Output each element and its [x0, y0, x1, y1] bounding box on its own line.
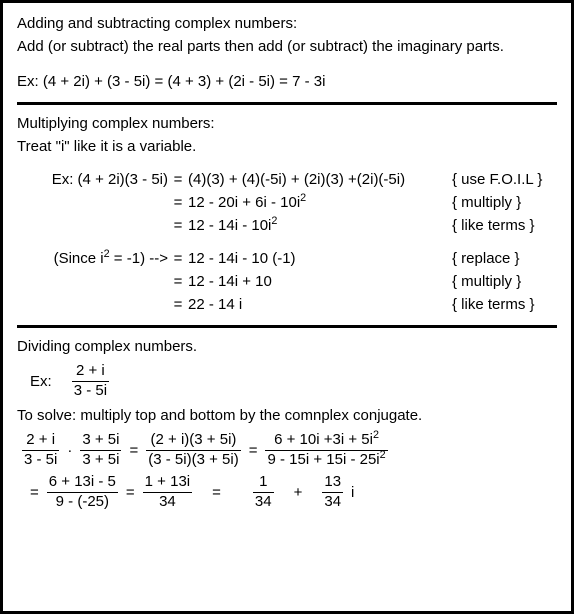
- eq-note-3: { like terms }: [452, 215, 557, 236]
- section3-title: Dividing complex numbers.: [17, 336, 557, 357]
- division-line-1: 2 + i3 - 5i · 3 + 5i3 + 5i = (2 + i)(3 +…: [17, 432, 557, 468]
- frac-4: 6 + 10i +3i + 5i2 9 - 15i + 15i - 25i2: [263, 432, 389, 468]
- eq-rhs-6: 22 - 14 i: [184, 294, 452, 315]
- frac-3: (2 + i)(3 + 5i)(3 - 5i)(3 + 5i): [144, 432, 242, 468]
- eq-5: =: [212, 482, 221, 503]
- eq-note-2: { multiply }: [452, 192, 557, 213]
- eq-note-1: { use F.O.I.L }: [452, 169, 557, 190]
- eq-rhs-5: 12 - 14i + 10: [184, 271, 452, 292]
- dot-1: ·: [67, 440, 72, 461]
- section1-title-line2: Add (or subtract) the real parts then ad…: [17, 36, 557, 57]
- frac-7: 134: [251, 474, 276, 510]
- eq-row-6: = 22 - 14 i { like terms }: [17, 294, 557, 315]
- eq-row-1: Ex: (4 + 2i)(3 - 5i) = (4)(3) + (4)(-5i)…: [17, 169, 557, 190]
- eq-4: =: [126, 482, 135, 503]
- plus: +: [294, 482, 303, 503]
- eq-rhs-3: 12 - 14i - 10i2: [184, 215, 452, 236]
- eq-lhs-1: Ex: (4 + 2i)(3 - 5i): [17, 169, 172, 190]
- frac-1: 2 + i3 - 5i: [20, 432, 61, 468]
- ex-label: Ex:: [30, 371, 52, 392]
- section2-title-line2: Treat "i" like it is a variable.: [17, 136, 557, 157]
- section2-title-line1: Multiplying complex numbers:: [17, 113, 557, 134]
- eq-row-3: = 12 - 14i - 10i2 { like terms }: [17, 215, 557, 236]
- frac-2: 3 + 5i3 + 5i: [78, 432, 123, 468]
- section3-example: Ex: 2 + i 3 - 5i: [27, 363, 557, 399]
- divider-1: [17, 102, 557, 105]
- eq-note-4: { replace }: [452, 248, 557, 269]
- document-page: Adding and subtracting complex numbers: …: [0, 0, 574, 614]
- eq-row-4: (Since i2 = -1) --> = 12 - 14i - 10 (-1)…: [17, 248, 557, 269]
- eq-row-5: = 12 - 14i + 10 { multiply }: [17, 271, 557, 292]
- frac-5: 6 + 13i - 59 - (-25): [45, 474, 120, 510]
- eq-rhs-2: 12 - 20i + 6i - 10i2: [184, 192, 452, 213]
- eq-row-2: = 12 - 20i + 6i - 10i2 { multiply }: [17, 192, 557, 213]
- divider-2: [17, 325, 557, 328]
- division-line-2: = 6 + 13i - 59 - (-25) = 1 + 13i34 = 134…: [27, 474, 557, 510]
- eq-1: =: [129, 440, 138, 461]
- frac-6: 1 + 13i34: [141, 474, 194, 510]
- eq-3: =: [30, 482, 39, 503]
- ex-fraction: 2 + i 3 - 5i: [70, 363, 111, 399]
- eq-rhs-4: 12 - 14i - 10 (-1): [184, 248, 452, 269]
- section3-solve: To solve: multiply top and bottom by the…: [17, 405, 557, 426]
- eq-lhs-4: (Since i2 = -1) -->: [17, 248, 172, 269]
- eq-note-6: { like terms }: [452, 294, 557, 315]
- frac-8: 1334: [320, 474, 345, 510]
- section1-title-line1: Adding and subtracting complex numbers:: [17, 13, 557, 34]
- section1-example: Ex: (4 + 2i) + (3 - 5i) = (4 + 3) + (2i …: [17, 71, 557, 92]
- eq-2: =: [249, 440, 258, 461]
- eq-rhs-1: (4)(3) + (4)(-5i) + (2i)(3) +(2i)(-5i): [184, 169, 452, 190]
- eq-note-5: { multiply }: [452, 271, 557, 292]
- i-tail: i: [351, 482, 354, 503]
